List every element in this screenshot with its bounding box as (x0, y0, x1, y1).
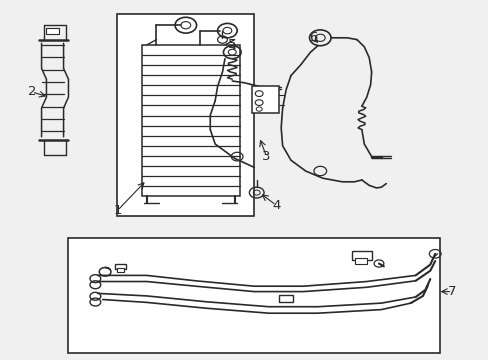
Text: 1: 1 (113, 204, 122, 217)
Bar (117, 268, 123, 272)
Bar (115, 264, 125, 269)
Bar (46, 28, 59, 34)
Bar (251, 86, 278, 113)
Text: 6: 6 (308, 31, 317, 44)
Bar (142, 45, 239, 196)
Text: 2: 2 (27, 85, 36, 98)
Text: 7: 7 (447, 285, 456, 298)
Bar (117, 14, 254, 216)
Bar (351, 251, 371, 260)
Bar (354, 258, 366, 264)
Text: 3: 3 (262, 150, 270, 163)
Bar (68, 238, 439, 353)
Text: 4: 4 (271, 199, 280, 212)
Text: 5: 5 (227, 39, 236, 51)
Bar (278, 295, 293, 302)
